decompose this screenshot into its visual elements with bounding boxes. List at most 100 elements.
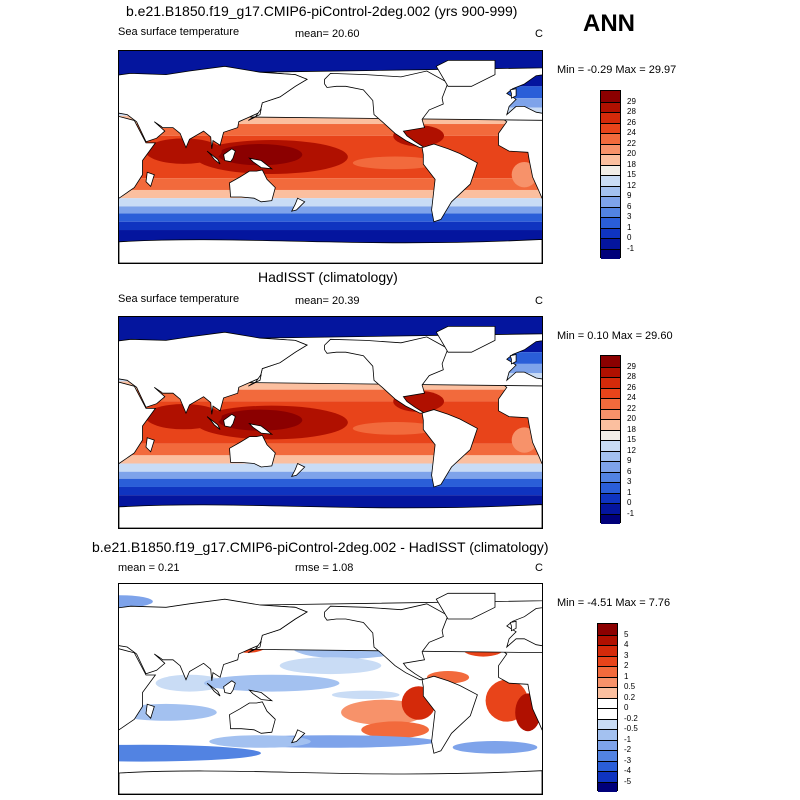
panel1-title: b.e21.B1850.f19_g17.CMIP6-piControl-2deg… <box>126 3 518 19</box>
sst-band <box>119 478 542 487</box>
africa-landmass <box>496 645 542 731</box>
cold-tongue <box>352 156 438 170</box>
japan-landmass <box>248 108 262 121</box>
colorbar-tick-label: 28 <box>627 372 636 381</box>
uk-landmass <box>509 620 517 632</box>
colorbar-tick-label: 22 <box>627 403 636 413</box>
colorbar-tick-label: 0.5 <box>624 682 636 691</box>
australia-landmass <box>229 169 276 203</box>
sst-band <box>119 115 542 125</box>
colorbar-tick-label: -1 <box>624 734 632 744</box>
colorbar-box <box>601 164 620 175</box>
panel2-colorbar: 29 28 26 24 22 20 18 15 12 9 6 3 1 0 -1 <box>600 355 636 524</box>
colorbar-tick-label: 4 <box>624 640 629 649</box>
colorbar-box <box>601 440 620 451</box>
colorbar-box <box>601 248 620 259</box>
colorbar-tick-label: 12 <box>627 445 636 455</box>
colorbar-tick-label: 2 <box>624 661 629 670</box>
sumatra-landmass <box>206 416 221 430</box>
newguinea-landmass <box>248 157 274 170</box>
nz-landmass <box>290 462 306 477</box>
panel3-units-label: C <box>535 562 543 574</box>
sumatra-landmass <box>206 150 221 165</box>
colorbar-box <box>601 196 620 207</box>
diff-map-svg <box>119 584 542 794</box>
colorbar-box <box>601 101 620 112</box>
colorbar-tick-label: 18 <box>627 159 636 169</box>
colorbar-tick-label: 3 <box>627 212 632 221</box>
newguinea-landmass <box>248 423 274 435</box>
colorbar-tick-label: -1 <box>627 508 635 518</box>
colorbar-box <box>601 366 620 377</box>
colorbar-tick-label: 18 <box>627 424 636 434</box>
diff-anomaly <box>204 674 340 692</box>
panel3-map <box>118 583 543 795</box>
panel1-minmax-label: Min = -0.29 Max = 29.97 <box>557 64 677 76</box>
colorbar-box <box>598 645 617 656</box>
sst-band <box>119 463 542 472</box>
colorbar-box <box>601 133 620 144</box>
colorbar-box <box>601 503 620 514</box>
colorbar-tick-label: 0 <box>627 233 632 242</box>
borneo-landmass <box>223 680 236 695</box>
panel3-colorbar: 5 4 3 2 1 0.5 0.2 0 -0.2 -0.5 -1 -2 -3 -4 -5 <box>597 623 638 792</box>
colorbar-tick-label: -0.5 <box>624 724 638 733</box>
colorbar-box <box>601 185 620 196</box>
colorbar-box <box>598 697 617 708</box>
colorbar-box <box>598 676 617 687</box>
panel3-mean-label: mean = 0.21 <box>118 562 180 574</box>
diff-anomaly <box>119 703 217 721</box>
africa-landmass <box>496 113 542 199</box>
nz-landmass <box>290 729 306 744</box>
colorbar-box <box>601 450 620 461</box>
samerica-landmass <box>421 143 478 223</box>
panel2-mean-label: mean= 20.39 <box>295 295 360 307</box>
eurasia-landmass <box>119 65 308 149</box>
colorbar-box <box>598 634 617 645</box>
diff-anomaly <box>119 744 261 762</box>
colorbar-tick-label: 6 <box>627 201 632 211</box>
colorbar-box <box>601 206 620 217</box>
sst-band <box>119 221 542 231</box>
australia-landmass <box>229 434 276 468</box>
madagascar-landmass <box>145 437 155 453</box>
colorbar-tick-label: 3 <box>627 477 632 486</box>
colorbar-box <box>601 461 620 472</box>
panel2-units-label: C <box>535 295 543 307</box>
colorbar-tick-label: 0.2 <box>624 692 636 702</box>
colorbar-tick-label: -2 <box>624 745 632 754</box>
diff-anomaly <box>279 657 382 675</box>
colorbar-box <box>601 175 620 186</box>
colorbar-tick-label: 24 <box>627 393 636 402</box>
colorbar-tick-label: -5 <box>624 776 632 786</box>
colorbar-tick-label: 6 <box>627 466 632 476</box>
colorbar-tick-label: 29 <box>627 361 636 371</box>
namerica-landmass <box>324 336 449 414</box>
indian-ocean-warm <box>145 403 222 430</box>
namerica-landmass <box>324 603 449 681</box>
africa-landmass <box>119 116 157 199</box>
australia-landmass <box>229 701 276 734</box>
colorbar-tick-label: 20 <box>627 414 636 423</box>
diff-anomaly <box>452 741 538 754</box>
newguinea-landmass <box>248 689 274 702</box>
colorbar-box <box>601 408 620 419</box>
uk-landmass <box>509 354 517 365</box>
colorbar-tick-label: -0.2 <box>624 713 638 723</box>
samerica-landmass <box>421 675 478 754</box>
colorbar-tick-label: 20 <box>627 149 636 158</box>
sst-band <box>119 189 542 199</box>
indian-ocean-warm <box>145 138 222 164</box>
colorbar-tick-label: 9 <box>627 456 632 465</box>
colorbar-box <box>601 387 620 398</box>
eurasia-landmass <box>119 331 308 415</box>
colorbar-tick-label: 5 <box>624 629 629 639</box>
colorbar-box <box>601 419 620 430</box>
colorbar-box <box>598 729 617 740</box>
colorbar-box <box>598 760 617 771</box>
diff-anomaly <box>361 721 429 739</box>
diff-anomaly <box>119 595 153 608</box>
colorbar-box <box>598 687 617 698</box>
colorbar-tick-label: 9 <box>627 191 632 200</box>
continents <box>119 592 542 794</box>
